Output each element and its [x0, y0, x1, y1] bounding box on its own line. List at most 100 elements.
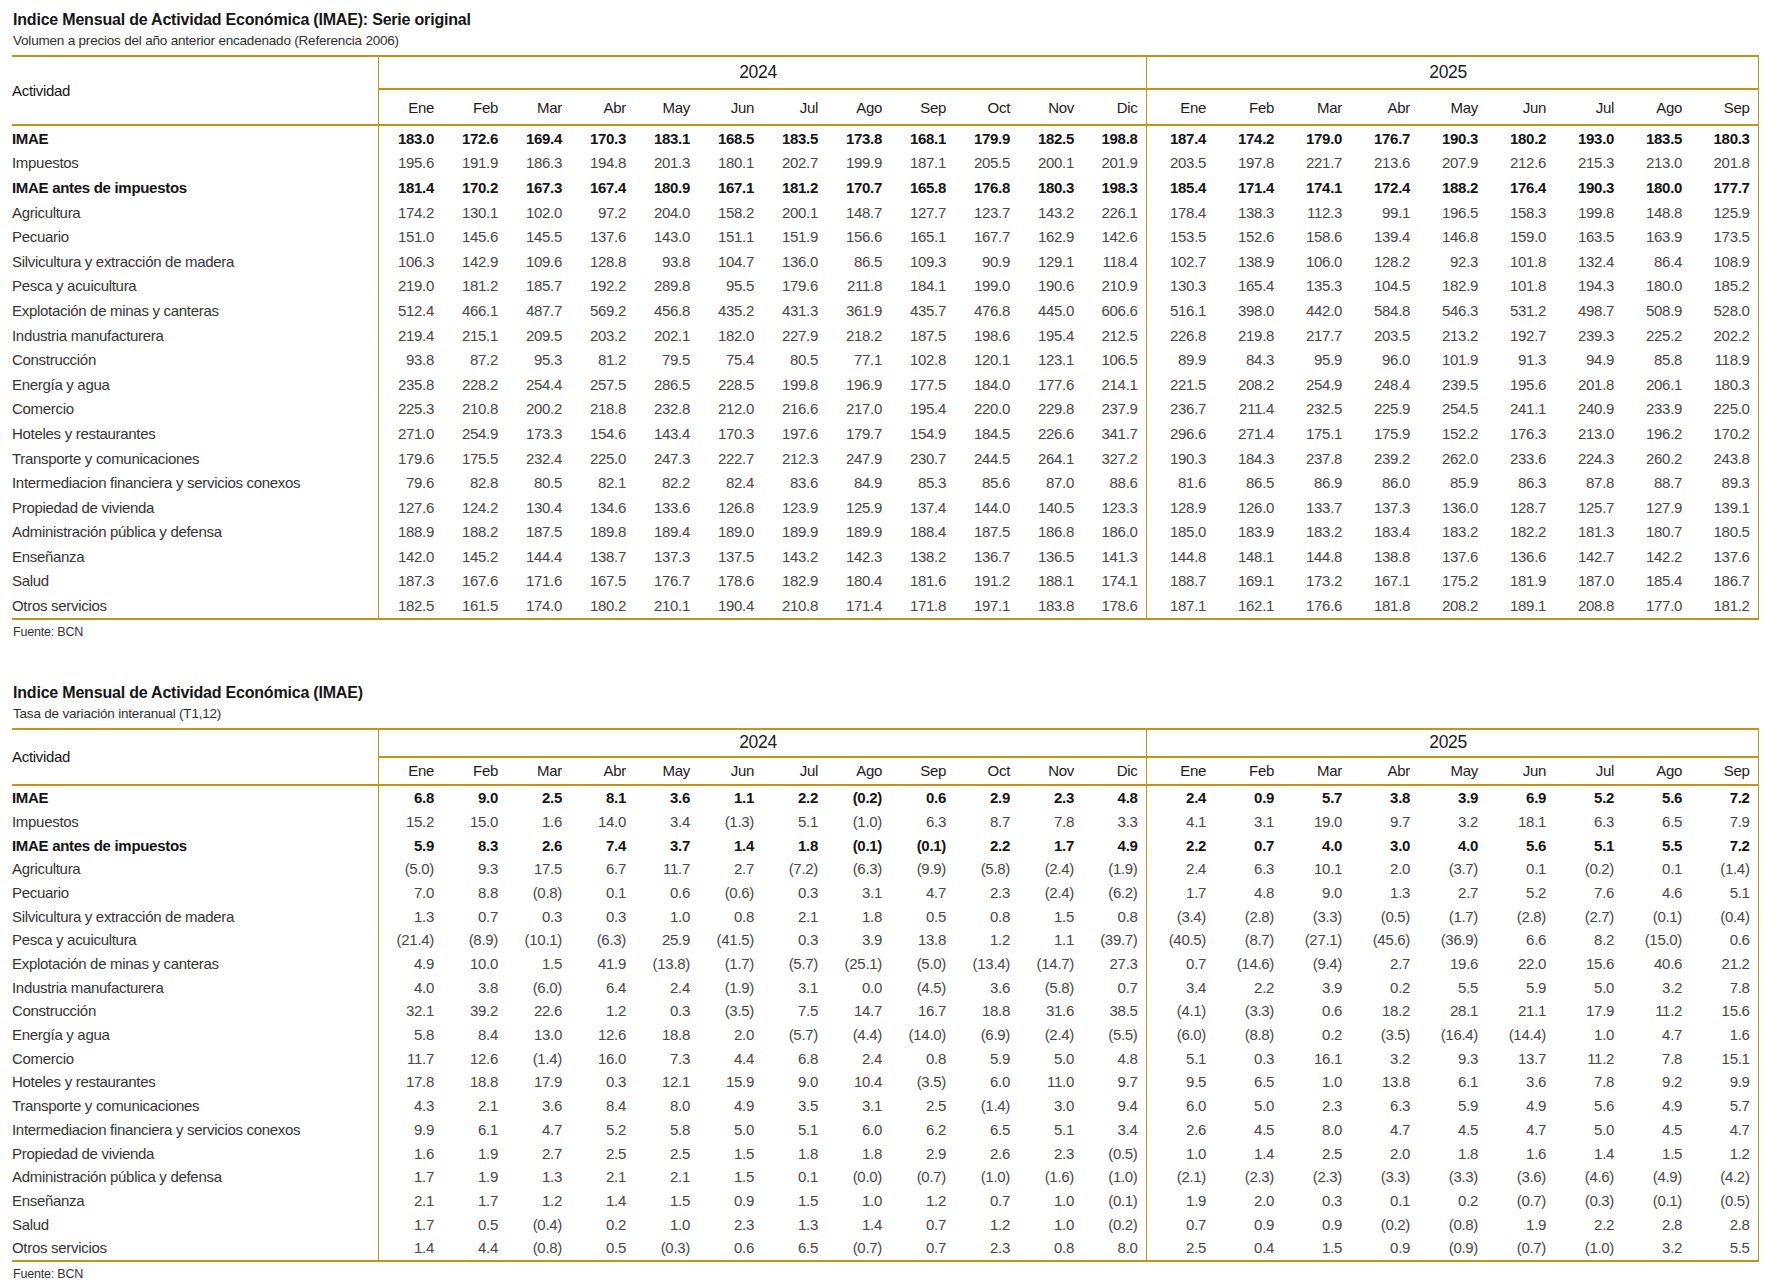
data-cell: 5.6	[1554, 1094, 1622, 1118]
data-cell: 232.4	[506, 446, 570, 471]
data-cell: 134.6	[570, 495, 634, 520]
data-cell: 0.7	[890, 1236, 954, 1261]
data-cell: 240.9	[1554, 397, 1622, 422]
data-cell: 203.5	[1146, 151, 1214, 176]
data-cell: 398.0	[1214, 298, 1282, 323]
data-cell: 487.7	[506, 298, 570, 323]
data-cell: 11.7	[634, 857, 698, 881]
data-cell: 6.8	[378, 785, 442, 810]
data-cell: 2.9	[890, 1141, 954, 1165]
data-cell: 194.8	[570, 151, 634, 176]
data-cell: 9.9	[1690, 1070, 1758, 1094]
data-cell: 3.2	[1622, 975, 1690, 999]
data-cell: 162.9	[1018, 224, 1082, 249]
month-header: Ene	[1146, 757, 1214, 785]
data-cell: 86.5	[826, 249, 890, 274]
data-cell: 189.9	[762, 520, 826, 545]
data-cell: 162.1	[1214, 593, 1282, 619]
data-cell: 85.8	[1622, 347, 1690, 372]
data-cell: 1.4	[570, 1189, 634, 1213]
activity-label: Agricultura	[12, 200, 378, 225]
data-cell: 184.0	[954, 372, 1018, 397]
data-cell: 0.7	[1146, 952, 1214, 976]
data-cell: 142.0	[378, 544, 442, 569]
data-cell: 4.0	[1282, 833, 1350, 857]
column-header-actividad: Actividad	[12, 56, 378, 125]
data-cell: 13.8	[890, 928, 954, 952]
data-cell: 0.9	[1214, 1212, 1282, 1236]
table-row: Otros servicios182.5161.5174.0180.2210.1…	[12, 593, 1758, 619]
data-cell: 202.1	[634, 323, 698, 348]
data-cell: 1.4	[698, 833, 762, 857]
data-cell: 106.0	[1282, 249, 1350, 274]
data-cell: 546.3	[1418, 298, 1486, 323]
data-cell: 182.5	[1018, 125, 1082, 151]
data-cell: 170.2	[442, 175, 506, 200]
data-cell: 187.3	[378, 569, 442, 594]
data-cell: 1.2	[890, 1189, 954, 1213]
month-header: Jul	[1554, 89, 1622, 125]
data-cell: 174.1	[1282, 175, 1350, 200]
data-cell: 2.0	[698, 1023, 762, 1047]
data-cell: 5.1	[1018, 1118, 1082, 1142]
data-cell: 226.8	[1146, 323, 1214, 348]
data-cell: 0.3	[762, 928, 826, 952]
data-cell: 38.5	[1082, 999, 1146, 1023]
activity-label: Silvicultura y extracción de madera	[12, 249, 378, 274]
data-cell: 8.3	[442, 833, 506, 857]
data-cell: 179.0	[1282, 125, 1350, 151]
data-cell: (0.5)	[1690, 1189, 1758, 1213]
data-cell: 136.7	[954, 544, 1018, 569]
data-cell: 180.3	[1690, 125, 1758, 151]
month-header: Jun	[1486, 757, 1554, 785]
data-cell: 361.9	[826, 298, 890, 323]
activity-label: Propiedad de vivienda	[12, 1141, 378, 1165]
data-cell: 89.9	[1146, 347, 1214, 372]
data-cell: 1.2	[954, 928, 1018, 952]
data-cell: (40.5)	[1146, 928, 1214, 952]
table-row: Energía y agua235.8228.2254.4257.5286.52…	[12, 372, 1758, 397]
data-cell: 220.0	[954, 397, 1018, 422]
data-cell: 176.3	[1486, 421, 1554, 446]
month-header: May	[634, 89, 698, 125]
data-cell: 123.9	[762, 495, 826, 520]
data-cell: 145.6	[442, 224, 506, 249]
data-cell: 1.6	[378, 1141, 442, 1165]
data-cell: 1.4	[826, 1212, 890, 1236]
data-cell: 85.3	[890, 470, 954, 495]
data-cell: 7.8	[1690, 975, 1758, 999]
data-cell: 4.7	[1350, 1118, 1418, 1142]
month-header: Ene	[1146, 89, 1214, 125]
data-cell: 12.6	[570, 1023, 634, 1047]
data-cell: 1.4	[1554, 1141, 1622, 1165]
data-cell: 4.9	[1622, 1094, 1690, 1118]
activity-label: Explotación de minas y canteras	[12, 952, 378, 976]
data-cell: 138.3	[1214, 200, 1282, 225]
data-cell: 19.6	[1418, 952, 1486, 976]
data-cell: 199.8	[1554, 200, 1622, 225]
year-header-row: Actividad 2024 2025	[12, 56, 1758, 89]
data-cell: 133.7	[1282, 495, 1350, 520]
data-cell: 31.6	[1018, 999, 1082, 1023]
data-cell: (0.0)	[826, 1165, 890, 1189]
table-row: Impuestos195.6191.9186.3194.8201.3180.12…	[12, 151, 1758, 176]
data-cell: 153.5	[1146, 224, 1214, 249]
data-cell: 1.0	[1554, 1023, 1622, 1047]
data-cell: 176.4	[1486, 175, 1554, 200]
data-cell: 185.4	[1146, 175, 1214, 200]
data-cell: (8.7)	[1214, 928, 1282, 952]
data-cell: 17.9	[506, 1070, 570, 1094]
data-cell: 0.2	[1418, 1189, 1486, 1213]
data-cell: 16.0	[570, 1046, 634, 1070]
activity-label: Administración pública y defensa	[12, 1165, 378, 1189]
data-cell: 6.2	[890, 1118, 954, 1142]
table-row: Intermediacion financiera y servicios co…	[12, 1118, 1758, 1142]
data-cell: 197.6	[762, 421, 826, 446]
data-cell: 196.5	[1418, 200, 1486, 225]
activity-label: Silvicultura y extracción de madera	[12, 904, 378, 928]
data-cell: 1.0	[634, 904, 698, 928]
data-cell: 200.1	[1018, 151, 1082, 176]
data-cell: 136.0	[762, 249, 826, 274]
table-row: Silvicultura y extracción de madera1.30.…	[12, 904, 1758, 928]
data-cell: 233.9	[1622, 397, 1690, 422]
